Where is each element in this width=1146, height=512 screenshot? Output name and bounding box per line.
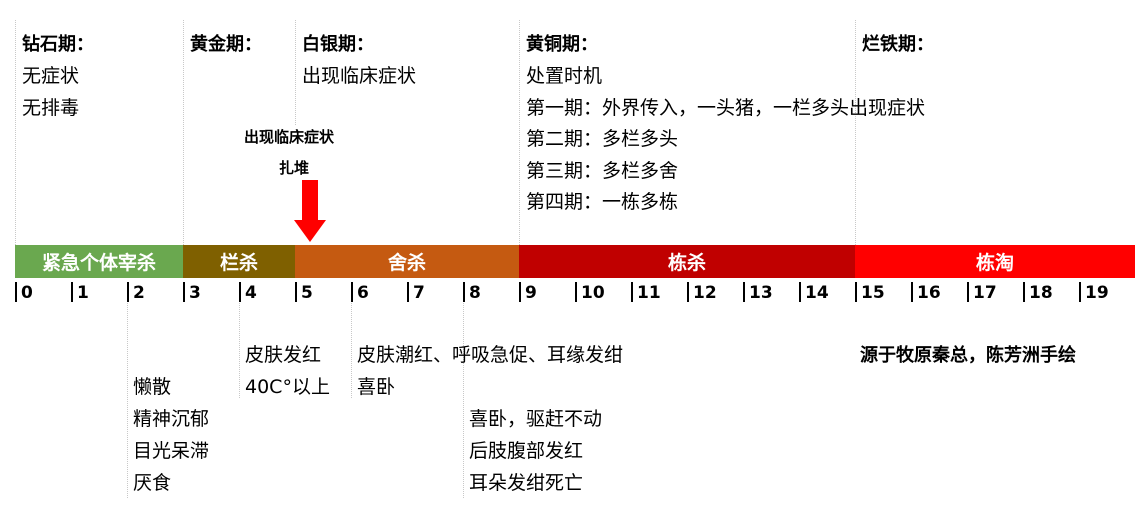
- axis-tick: [967, 282, 969, 302]
- axis-tick: [631, 282, 633, 302]
- divider-lower-8: [463, 303, 464, 498]
- divider-upper-15: [855, 20, 856, 245]
- symptom-day2: 目光呆滞: [133, 440, 210, 462]
- axis-tick: [1079, 282, 1081, 302]
- divider-upper-9: [519, 20, 520, 245]
- phase-title-silver: 白银期：: [302, 34, 374, 55]
- divider-lower-6: [351, 303, 352, 398]
- axis-tick-label: 6: [357, 283, 369, 303]
- band-pen-cull: 栏杀: [183, 245, 295, 278]
- phase-line: 处置时机: [526, 65, 603, 87]
- axis-tick-label: 2: [133, 283, 145, 303]
- down-arrow-icon: [294, 180, 326, 242]
- symptom-day2: 懒散: [133, 376, 172, 398]
- phase-line: 无排毒: [22, 97, 80, 119]
- phase-title-gold: 黄金期：: [190, 34, 262, 55]
- axis-tick-label: 15: [861, 283, 885, 303]
- axis-tick-label: 9: [525, 283, 537, 303]
- symptom-day8: 喜卧，驱赶不动: [469, 408, 603, 430]
- symptom-day8: 耳朵发绀死亡: [469, 472, 584, 494]
- axis-tick-label: 13: [749, 283, 773, 303]
- symptom-day2: 精神沉郁: [133, 408, 210, 430]
- axis-tick-label: 14: [805, 283, 829, 303]
- axis-tick: [687, 282, 689, 302]
- axis-tick: [519, 282, 521, 302]
- axis-tick: [855, 282, 857, 302]
- axis-tick-label: 5: [301, 283, 313, 303]
- marker-label-symptoms: 出现临床症状: [244, 128, 335, 146]
- divider-left-edge: [15, 20, 16, 245]
- axis-tick: [15, 282, 17, 302]
- band-barn-cull: 舍杀: [295, 245, 519, 278]
- axis-tick-label: 17: [973, 283, 997, 303]
- symptom-day6: 皮肤潮红、呼吸急促、耳缘发绀: [357, 344, 624, 366]
- axis-tick: [743, 282, 745, 302]
- axis-tick: [239, 282, 241, 302]
- axis-tick-label: 7: [413, 283, 425, 303]
- divider-upper-5: [295, 20, 296, 125]
- axis-tick-label: 18: [1029, 283, 1053, 303]
- symptom-day4: 40C°以上: [245, 376, 330, 398]
- axis-tick: [1023, 282, 1025, 302]
- axis-tick: [183, 282, 185, 302]
- phase-title-diamond: 钻石期：: [22, 34, 94, 55]
- axis-tick-label: 0: [21, 283, 33, 303]
- axis-tick: [463, 282, 465, 302]
- axis-tick: [407, 282, 409, 302]
- axis-tick: [799, 282, 801, 302]
- phase-line: 无症状: [22, 65, 80, 87]
- axis-tick: [71, 282, 73, 302]
- axis-tick: [295, 282, 297, 302]
- phase-title-bronze: 黄铜期：: [526, 34, 598, 55]
- phase-line: 第一期：外界传入，一头猪，一栏多头出现症状: [526, 97, 926, 119]
- axis-tick-label: 4: [245, 283, 257, 303]
- phase-line: 第四期：一栋多栋: [526, 191, 679, 213]
- phase-line: 第三期：多栏多舍: [526, 160, 679, 182]
- axis-tick-label: 3: [189, 283, 201, 303]
- axis-tick: [351, 282, 353, 302]
- axis-tick-label: 10: [581, 283, 605, 303]
- symptom-day6: 喜卧: [357, 376, 396, 398]
- band-individual-cull: 紧急个体宰杀: [15, 245, 183, 278]
- axis-tick: [911, 282, 913, 302]
- axis-tick-label: 1: [77, 283, 89, 303]
- symptom-day8: 后肢腹部发红: [469, 440, 584, 462]
- axis-tick-label: 12: [693, 283, 717, 303]
- axis-tick-label: 16: [917, 283, 941, 303]
- symptom-day2: 厌食: [133, 472, 172, 494]
- axis-tick: [575, 282, 577, 302]
- phase-line: 出现临床症状: [302, 65, 417, 87]
- phase-title-iron: 烂铁期：: [862, 34, 934, 55]
- marker-label-huddle: 扎堆: [279, 159, 310, 177]
- symptom-day4: 皮肤发红: [245, 344, 322, 366]
- axis-tick-label: 11: [637, 283, 661, 303]
- band-building-eliminate: 栋淘: [855, 245, 1135, 278]
- phase-line: 第二期：多栏多头: [526, 128, 679, 150]
- divider-lower-4: [239, 303, 240, 398]
- divider-lower-2: [127, 303, 128, 498]
- axis-tick: [127, 282, 129, 302]
- divider-upper-3: [183, 20, 184, 245]
- band-building-cull: 栋杀: [519, 245, 855, 278]
- axis-tick-label: 8: [469, 283, 481, 303]
- axis-tick-label: 19: [1085, 283, 1109, 303]
- credit-text: 源于牧原秦总，陈芳洲手绘: [860, 345, 1076, 366]
